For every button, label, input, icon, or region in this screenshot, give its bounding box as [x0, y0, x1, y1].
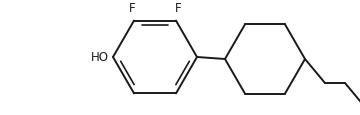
Text: F: F	[129, 2, 135, 14]
Text: F: F	[175, 2, 181, 14]
Text: HO: HO	[91, 51, 109, 64]
